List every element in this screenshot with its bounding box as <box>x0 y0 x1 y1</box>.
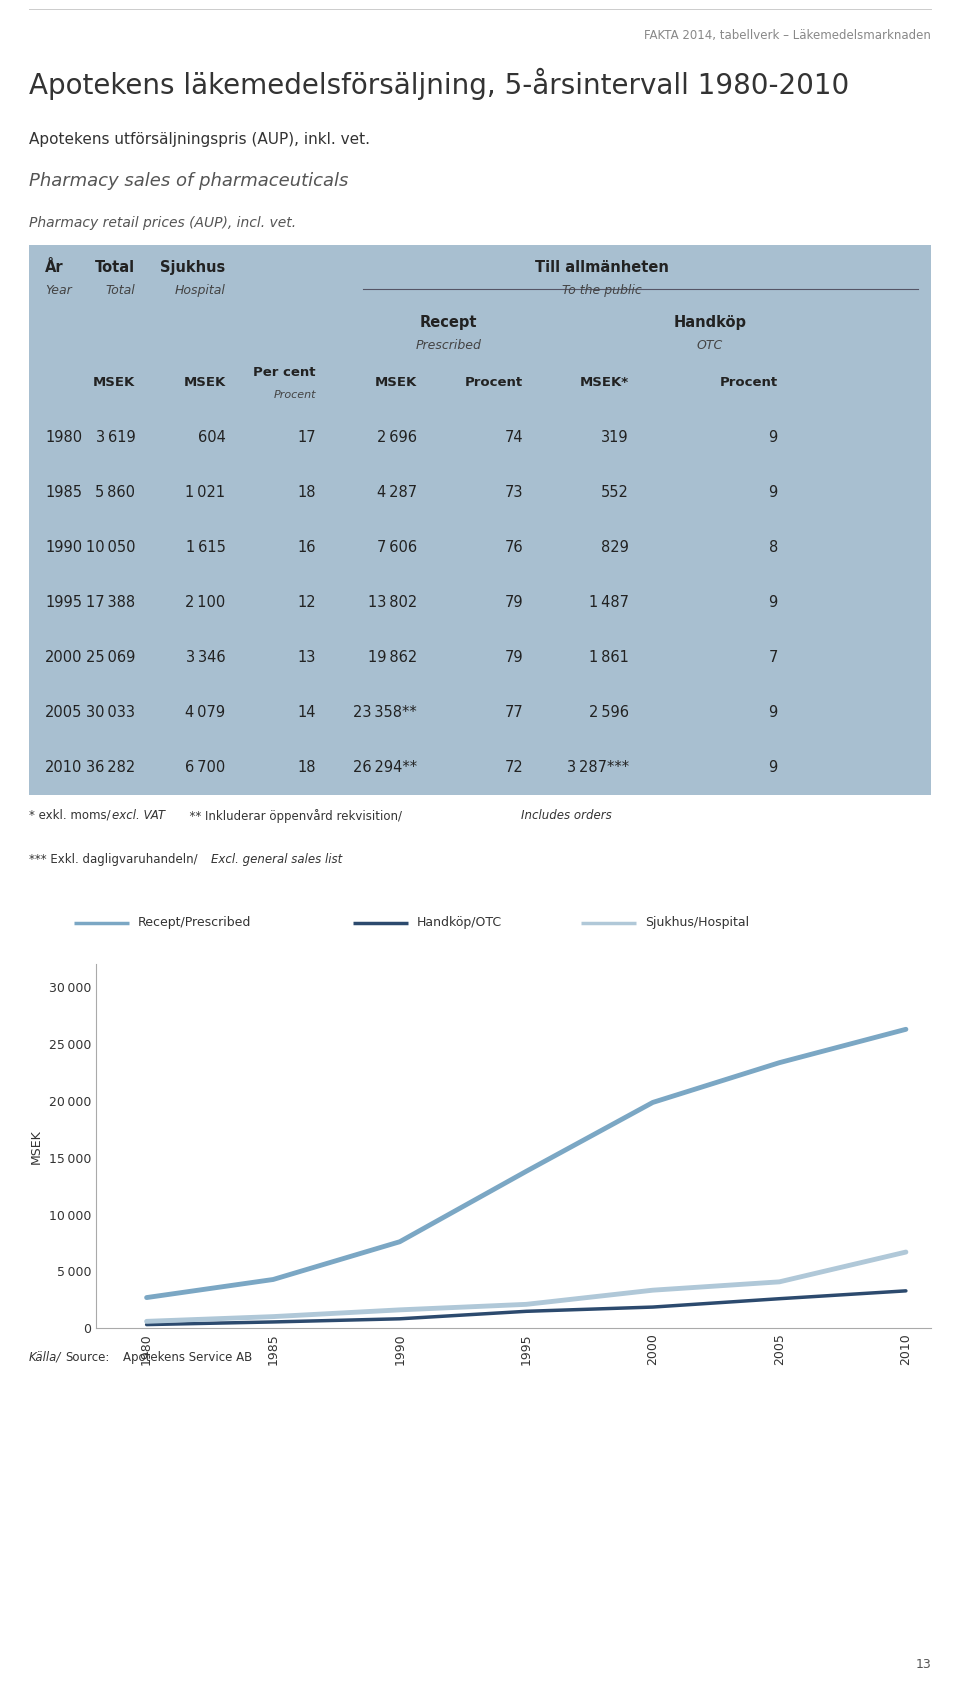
Text: Handköp/OTC: Handköp/OTC <box>417 917 502 929</box>
Text: 17 388: 17 388 <box>86 596 135 611</box>
Text: ** Inkluderar öppenvård rekvisition/: ** Inkluderar öppenvård rekvisition/ <box>182 809 402 822</box>
Text: 604: 604 <box>198 430 226 445</box>
Text: 18: 18 <box>298 486 316 501</box>
Text: 13: 13 <box>298 650 316 665</box>
Text: Procent: Procent <box>274 389 316 399</box>
Text: År: År <box>45 261 63 274</box>
Text: Year: Year <box>45 284 72 296</box>
Text: Apotekens läkemedelsförsäljning, 5-årsintervall 1980-2010: Apotekens läkemedelsförsäljning, 5-årsin… <box>29 68 849 100</box>
Text: Procent: Procent <box>720 376 778 389</box>
Text: 1 021: 1 021 <box>185 486 226 501</box>
Text: excl. VAT: excl. VAT <box>111 809 165 822</box>
Text: 76: 76 <box>505 540 523 555</box>
Text: 36 282: 36 282 <box>86 760 135 775</box>
Text: OTC: OTC <box>697 338 723 352</box>
Text: Källa/: Källa/ <box>29 1350 61 1364</box>
Text: 26 294**: 26 294** <box>352 760 417 775</box>
Text: 2010: 2010 <box>45 760 83 775</box>
Text: Per cent: Per cent <box>253 367 316 379</box>
Y-axis label: MSEK: MSEK <box>30 1129 43 1164</box>
Text: *** Exkl. dagligvaruhandeln/: *** Exkl. dagligvaruhandeln/ <box>29 853 198 866</box>
Text: 18: 18 <box>298 760 316 775</box>
Text: 4 079: 4 079 <box>185 706 226 721</box>
Text: 1990: 1990 <box>45 540 83 555</box>
Text: 7: 7 <box>768 650 778 665</box>
Text: 9: 9 <box>769 706 778 721</box>
Text: 1995: 1995 <box>45 596 82 611</box>
Text: MSEK: MSEK <box>183 376 226 389</box>
Text: 8: 8 <box>769 540 778 555</box>
Text: Total: Total <box>106 284 135 296</box>
Text: 13 802: 13 802 <box>368 596 417 611</box>
Text: 9: 9 <box>769 430 778 445</box>
Text: 2 100: 2 100 <box>185 596 226 611</box>
Text: Source:: Source: <box>65 1350 109 1364</box>
Text: * exkl. moms/: * exkl. moms/ <box>29 809 110 822</box>
Text: Includes orders: Includes orders <box>520 809 612 822</box>
Text: Recept/Prescribed: Recept/Prescribed <box>138 917 252 929</box>
Text: 2000: 2000 <box>45 650 83 665</box>
Text: 2 596: 2 596 <box>588 706 629 721</box>
Text: Hospital: Hospital <box>175 284 226 296</box>
Text: 552: 552 <box>601 486 629 501</box>
Text: 2005: 2005 <box>45 706 83 721</box>
Text: 7 606: 7 606 <box>376 540 417 555</box>
Text: 1 861: 1 861 <box>589 650 629 665</box>
Text: 72: 72 <box>505 760 523 775</box>
Text: 2 696: 2 696 <box>377 430 417 445</box>
Text: 14: 14 <box>298 706 316 721</box>
Text: Total: Total <box>95 261 135 274</box>
Text: Recept: Recept <box>420 315 477 330</box>
Text: 9: 9 <box>769 486 778 501</box>
Text: 1 487: 1 487 <box>588 596 629 611</box>
Text: Sjukhus/Hospital: Sjukhus/Hospital <box>645 917 749 929</box>
Text: 5 860: 5 860 <box>95 486 135 501</box>
Text: 6 700: 6 700 <box>185 760 226 775</box>
Text: MSEK: MSEK <box>374 376 417 389</box>
Text: To the public: To the public <box>562 284 641 296</box>
Text: 79: 79 <box>505 596 523 611</box>
Text: 23 358**: 23 358** <box>353 706 417 721</box>
Text: Excl. general sales list: Excl. general sales list <box>211 853 343 866</box>
Text: 73: 73 <box>505 486 523 501</box>
Text: 74: 74 <box>505 430 523 445</box>
Text: 1985: 1985 <box>45 486 82 501</box>
Text: Sjukhus: Sjukhus <box>160 261 226 274</box>
Text: 79: 79 <box>505 650 523 665</box>
Text: Handköp: Handköp <box>674 315 747 330</box>
Text: 1980: 1980 <box>45 430 83 445</box>
Text: 19 862: 19 862 <box>368 650 417 665</box>
Text: MSEK: MSEK <box>93 376 135 389</box>
Text: Apotekens Service AB: Apotekens Service AB <box>123 1350 252 1364</box>
Text: Prescribed: Prescribed <box>416 338 481 352</box>
Text: 3 346: 3 346 <box>186 650 226 665</box>
Text: 25 069: 25 069 <box>85 650 135 665</box>
Text: 30 033: 30 033 <box>86 706 135 721</box>
Text: 9: 9 <box>769 596 778 611</box>
Text: 4 287: 4 287 <box>376 486 417 501</box>
Text: 13: 13 <box>916 1658 931 1672</box>
Text: MSEK*: MSEK* <box>580 376 629 389</box>
Text: 10 050: 10 050 <box>85 540 135 555</box>
Text: Till allmänheten: Till allmänheten <box>535 261 669 274</box>
Text: 3 619: 3 619 <box>96 430 135 445</box>
Text: 3 287***: 3 287*** <box>566 760 629 775</box>
Text: 12: 12 <box>298 596 316 611</box>
Text: 77: 77 <box>505 706 523 721</box>
Text: Pharmacy retail prices (AUP), incl. vet.: Pharmacy retail prices (AUP), incl. vet. <box>29 215 296 230</box>
Text: 16: 16 <box>298 540 316 555</box>
Text: 9: 9 <box>769 760 778 775</box>
Text: Apotekens utförsäljningspris (AUP), inkl. vet.: Apotekens utförsäljningspris (AUP), inkl… <box>29 132 370 147</box>
Text: 1 615: 1 615 <box>185 540 226 555</box>
Text: 17: 17 <box>298 430 316 445</box>
Text: 319: 319 <box>601 430 629 445</box>
Text: 829: 829 <box>601 540 629 555</box>
Text: FAKTA 2014, tabellverk – Läkemedelsmarknaden: FAKTA 2014, tabellverk – Läkemedelsmarkn… <box>644 29 931 42</box>
Text: Pharmacy sales of pharmaceuticals: Pharmacy sales of pharmaceuticals <box>29 173 348 190</box>
Text: Procent: Procent <box>466 376 523 389</box>
